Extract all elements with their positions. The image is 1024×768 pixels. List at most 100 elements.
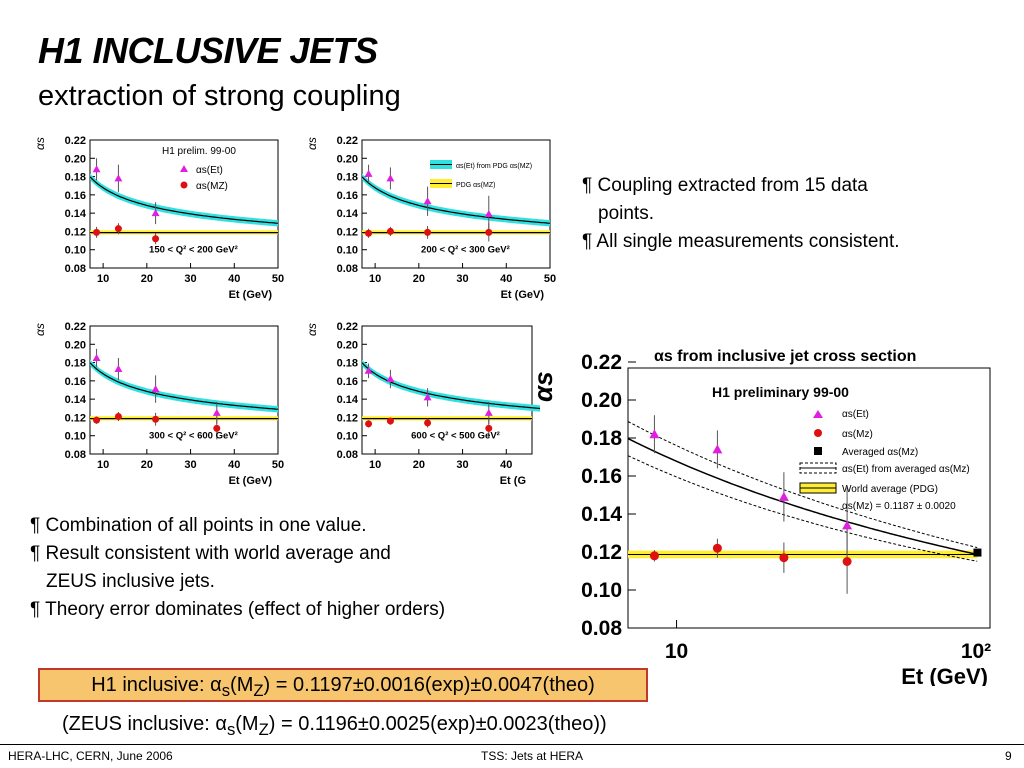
y-tick-label: 0.14 xyxy=(581,503,622,526)
y-tick-label: 0.18 xyxy=(65,172,86,184)
point-averaged xyxy=(973,548,982,557)
h1-result-suffix: ) = 0.1197±0.0016(exp)±0.0047(theo) xyxy=(263,674,595,696)
slide-subtitle: extraction of strong coupling xyxy=(38,80,401,112)
point-alpha-s-et xyxy=(423,197,432,205)
point-alpha-s-mz xyxy=(114,225,122,233)
y-tick-label: 0.12 xyxy=(65,226,86,238)
bullet-line: ¶ Coupling extracted from 15 data xyxy=(582,175,868,196)
y-tick-label: 0.12 xyxy=(337,412,358,424)
point-alpha-s-et xyxy=(114,174,123,182)
point-alpha-s-et xyxy=(92,165,101,173)
panel-150-200: 0.22 0.20 0.18 0.16 0.14 0.12 0.10 0.08 αs 10 20 30… xyxy=(33,135,284,301)
legend-entry: Averaged αs(Mz) xyxy=(842,447,918,458)
theory-curve xyxy=(361,176,551,224)
point-alpha-s-mz xyxy=(779,553,789,563)
y-tick-label: 0.22 xyxy=(65,135,86,147)
y-tick-label: 0.20 xyxy=(337,153,358,165)
x-axis-label: Et (GeV) xyxy=(901,664,988,686)
q2-bin-label: 200 < Q² < 300 GeV² xyxy=(421,244,510,255)
y-tick-label: 0.16 xyxy=(337,376,358,388)
x-tick-label: 10 xyxy=(97,459,109,471)
sub-z: Z xyxy=(258,720,269,739)
point-alpha-s-et xyxy=(114,364,123,372)
y-tick-label: 0.10 xyxy=(65,431,86,443)
point-alpha-s-mz xyxy=(213,424,221,432)
y-tick-label: 0.14 xyxy=(337,208,359,220)
footer-divider xyxy=(0,744,1024,745)
zeus-result-suffix: ) = 0.1196±0.0025(exp)±0.0023(theo)) xyxy=(268,713,607,735)
y-tick-label: 0.18 xyxy=(337,358,358,370)
y-axis-label: αs xyxy=(305,323,319,336)
bullet-line: ¶ Result consistent with world average a… xyxy=(30,543,391,564)
q2-bin-label: 600 < Q² < 500 GeV² xyxy=(411,430,500,441)
bullet-line: ¶ Theory error dominates (effect of high… xyxy=(30,599,446,620)
point-alpha-s-mz xyxy=(386,227,394,235)
legend-marker-circle xyxy=(814,429,822,437)
zeus-result-prefix: (ZEUS inclusive: xyxy=(62,713,216,735)
x-tick-label: 40 xyxy=(228,459,240,471)
y-tick-label: 0.12 xyxy=(581,541,622,564)
bullets-top: ¶ Coupling extracted from 15 data points… xyxy=(582,172,900,256)
y-tick-label: 0.16 xyxy=(581,465,622,488)
y-tick-label: 0.16 xyxy=(337,190,358,202)
point-alpha-s-et xyxy=(92,354,101,361)
footer-left: HERA-LHC, CERN, June 2006 xyxy=(8,749,173,763)
point-alpha-s-mz xyxy=(365,420,373,428)
y-tick-label: 0.16 xyxy=(65,376,86,388)
y-tick-label: 0.18 xyxy=(65,358,86,370)
plot-frame xyxy=(89,325,279,455)
y-tick-label: 0.22 xyxy=(337,135,358,147)
plot-frame xyxy=(627,367,991,629)
y-tick-label: 0.18 xyxy=(337,172,358,184)
zeus-result-mz: (M xyxy=(235,713,259,735)
y-tick-label: 0.14 xyxy=(337,394,359,406)
x-tick-label: 50 xyxy=(272,273,284,285)
x-tick-label: 10 xyxy=(369,459,381,471)
x-axis-label: Et (G xyxy=(500,475,526,487)
y-tick-label: 0.20 xyxy=(65,153,86,165)
q2-bin-label: 300 < Q² < 600 GeV² xyxy=(149,430,238,441)
point-alpha-s-mz xyxy=(93,416,101,424)
y-tick-label: 0.08 xyxy=(65,263,86,275)
point-alpha-s-et xyxy=(712,444,723,454)
point-alpha-s-mz xyxy=(114,413,122,421)
theory-curve xyxy=(627,437,978,556)
q2-bin-label: 150 < Q² < 200 GeV² xyxy=(149,244,238,255)
y-axis-label: αs xyxy=(530,371,558,402)
legend-entry: αs(Mz) = 0.1187 ± 0.0020 xyxy=(842,501,956,512)
combined-alpha-s-plot: αs from inclusive jet cross section 0.22 0… xyxy=(530,348,991,686)
x-tick-label: 30 xyxy=(456,273,468,285)
bullet-line: ZEUS inclusive jets. xyxy=(46,571,215,592)
bullet-line: ¶ All single measurements consistent. xyxy=(582,231,900,252)
sub-z: Z xyxy=(253,681,264,700)
h1-result-prefix: H1 inclusive: xyxy=(91,674,211,696)
x-tick-label: 50 xyxy=(544,273,556,285)
point-alpha-s-et xyxy=(386,375,395,383)
x-axis-label: Et (GeV) xyxy=(229,289,273,301)
legend-entry: αs(Et) xyxy=(196,165,223,176)
legend-marker-triangle xyxy=(180,165,188,172)
legend-entry: World average (PDG) xyxy=(842,484,938,495)
legend-marker-circle xyxy=(180,181,188,189)
y-axis-label: αs xyxy=(33,323,47,336)
x-tick-label: 20 xyxy=(413,273,425,285)
x-tick-label: 30 xyxy=(184,459,196,471)
x-tick-label: 20 xyxy=(413,459,425,471)
x-tick-label: 10 xyxy=(665,640,688,663)
legend-entry: αs(Mz) xyxy=(842,429,873,440)
point-alpha-s-et xyxy=(386,174,395,182)
panel-200-300: 0.22 0.20 0.18 0.16 0.14 0.12 0.10 0.08 αs 10 20 30… xyxy=(305,135,556,301)
y-tick-label: 0.08 xyxy=(581,617,622,640)
bullet-line: ¶ Combination of all points in one value… xyxy=(30,515,367,536)
point-alpha-s-mz xyxy=(424,228,432,236)
point-alpha-s-et xyxy=(212,408,221,416)
point-alpha-s-mz xyxy=(365,229,373,237)
point-alpha-s-mz xyxy=(649,551,659,561)
point-alpha-s-mz xyxy=(712,543,722,553)
x-tick-label: 20 xyxy=(141,459,153,471)
point-alpha-s-mz xyxy=(93,228,101,236)
zeus-result: (ZEUS inclusive: αs(MZ) = 0.1196±0.0025(… xyxy=(62,713,607,740)
y-tick-label: 0.12 xyxy=(337,226,358,238)
point-alpha-s-et xyxy=(649,429,660,439)
panel-600-500: 0.22 0.20 0.18 0.16 0.14 0.12 0.10 0.08 αs 10 20 30… xyxy=(305,321,540,487)
